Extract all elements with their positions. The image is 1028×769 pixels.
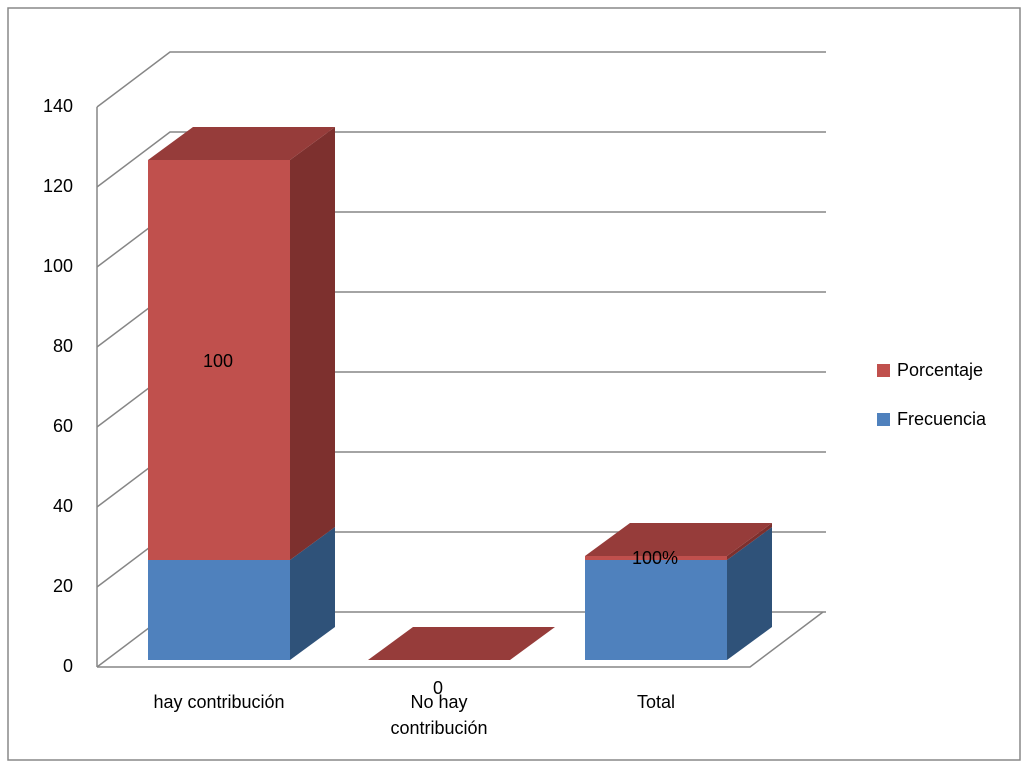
x-tick-label: No hay contribución xyxy=(390,692,488,738)
bar xyxy=(585,556,727,560)
bar-side xyxy=(727,527,772,660)
legend-label: Porcentaje xyxy=(897,360,983,380)
y-tick-label: 100 xyxy=(43,256,73,276)
y-tick-label: 120 xyxy=(43,176,73,196)
legend-label: Frecuencia xyxy=(897,409,987,429)
y-tick-label: 80 xyxy=(53,336,73,356)
y-tick-label: 0 xyxy=(63,656,73,676)
x-tick-label: hay contribución xyxy=(153,692,285,712)
bar-side xyxy=(290,127,335,560)
data-label: 100 xyxy=(203,351,233,371)
bar-top xyxy=(585,523,772,556)
bar-top xyxy=(368,627,555,660)
grid-line xyxy=(96,131,826,188)
x-tick-label: Total xyxy=(636,692,676,712)
grid-line xyxy=(96,51,826,108)
bar xyxy=(148,560,290,660)
y-tick-label: 40 xyxy=(53,496,73,516)
legend-swatch xyxy=(877,413,890,426)
data-label: 0 xyxy=(433,678,443,698)
bar xyxy=(148,160,290,560)
floor xyxy=(97,611,824,668)
legend-swatch xyxy=(877,364,890,377)
bar xyxy=(585,560,727,660)
y-tick-label: 60 xyxy=(53,416,73,436)
bar-side xyxy=(290,527,335,660)
y-tick-label: 20 xyxy=(53,576,73,596)
y-tick-label: 140 xyxy=(43,96,73,116)
bar-side xyxy=(727,523,772,560)
data-label: 100% xyxy=(632,548,678,568)
bar-top xyxy=(148,127,335,160)
